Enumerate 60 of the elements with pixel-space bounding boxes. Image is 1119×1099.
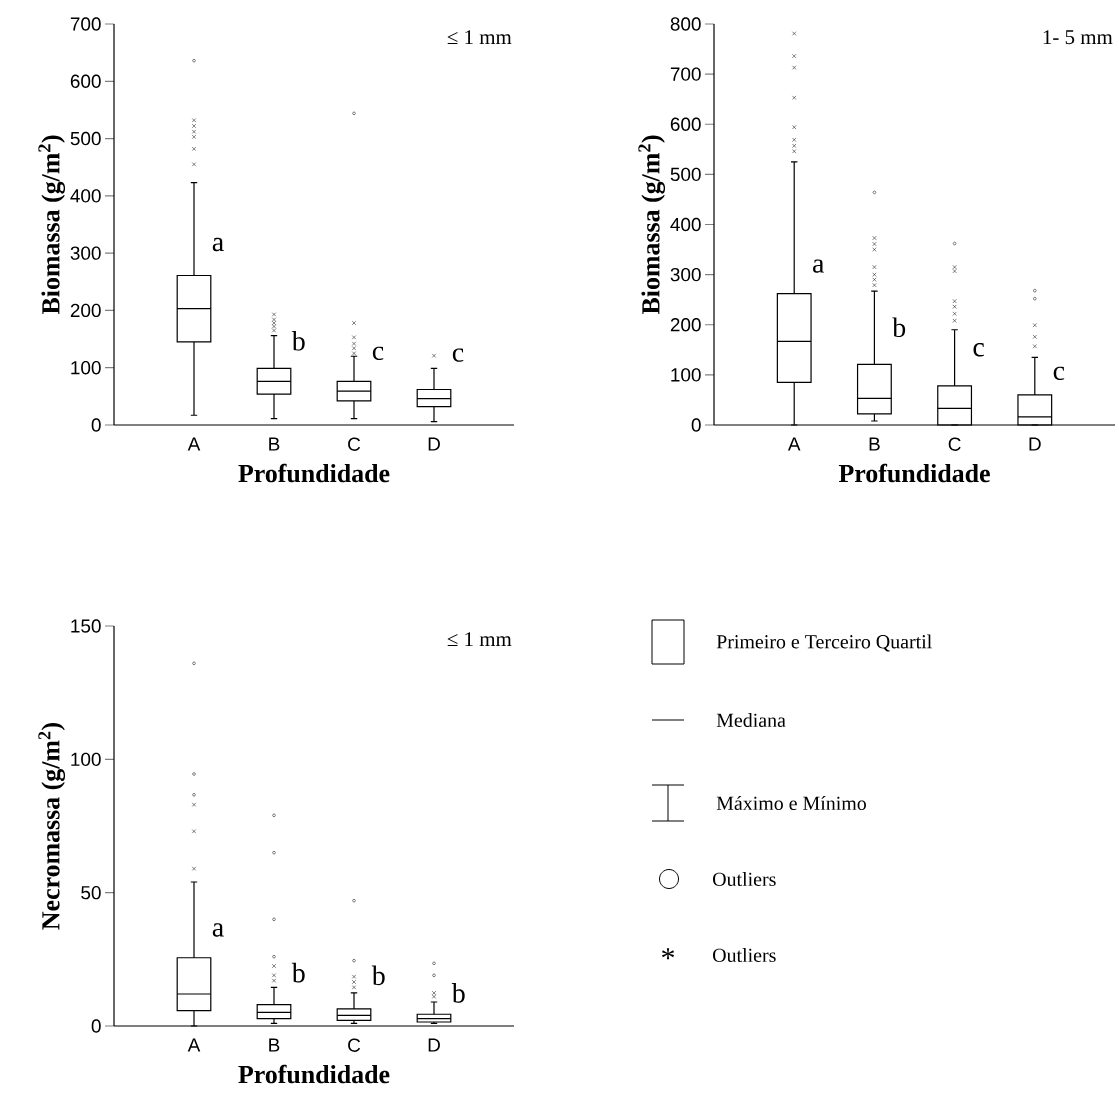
y-tick-label: 800 bbox=[670, 17, 701, 31]
chart-title: ≤ 1 mm bbox=[447, 30, 512, 45]
text: Outliers bbox=[713, 947, 776, 962]
text: Máximo e Mínimo bbox=[716, 795, 866, 811]
y-tick-label: 700 bbox=[70, 17, 101, 31]
annotation: a bbox=[813, 259, 825, 273]
x-tick-label: B bbox=[269, 1038, 280, 1052]
y-tick-label: 100 bbox=[71, 361, 101, 375]
x-axis-title: Profundidade bbox=[238, 463, 390, 483]
y-tick-label: 0 bbox=[691, 418, 701, 432]
x-tick-label: C bbox=[348, 1038, 361, 1052]
annotation: b bbox=[291, 962, 305, 983]
annotation: b bbox=[371, 965, 385, 986]
y-tick-label: 200 bbox=[70, 303, 101, 318]
y-tick-label: 150 bbox=[71, 619, 101, 633]
y-tick-label: 0 bbox=[91, 1019, 101, 1033]
x-tick-label: B bbox=[269, 437, 280, 451]
x-tick-label: A bbox=[187, 437, 201, 451]
x-tick-label: D bbox=[428, 1038, 440, 1052]
text: Outliers bbox=[713, 871, 776, 886]
y-tick-label: 600 bbox=[70, 74, 101, 88]
text: Biomassa (g/m$^{2}$) bbox=[38, 135, 66, 315]
y-tick-label: 300 bbox=[670, 267, 701, 282]
x-tick-label: D bbox=[1029, 437, 1041, 451]
x-axis-title: Profundidade bbox=[238, 1064, 390, 1084]
x-tick-label: A bbox=[787, 437, 801, 451]
x-tick-label: C bbox=[348, 437, 361, 451]
annotation: b bbox=[291, 330, 305, 351]
annotation: c bbox=[973, 343, 984, 357]
annotation: c bbox=[452, 348, 464, 362]
text: Biomassa (g/m$^{2}$) bbox=[638, 135, 666, 315]
annotation: b bbox=[892, 317, 906, 338]
x-tick-label: A bbox=[187, 1038, 201, 1052]
annotation: a bbox=[212, 923, 224, 937]
y-tick-label: 300 bbox=[70, 246, 101, 260]
x-tick-label: C bbox=[948, 437, 961, 451]
y-tick-label: 500 bbox=[70, 131, 101, 146]
x-tick-label: B bbox=[869, 437, 880, 451]
annotation: b bbox=[451, 983, 465, 1003]
y-tick-label: 100 bbox=[671, 368, 701, 382]
x-tick-label: D bbox=[428, 437, 440, 451]
y-tick-label: 400 bbox=[70, 189, 101, 203]
text: Mediana bbox=[716, 712, 786, 727]
y-tick-label: 100 bbox=[71, 752, 101, 767]
chart-title: ≤ 1 mm bbox=[447, 632, 512, 647]
y-tick-label: 600 bbox=[670, 117, 701, 131]
x-axis-title: Profundidade bbox=[838, 463, 990, 483]
annotation: c bbox=[372, 346, 384, 361]
annotation: c bbox=[1053, 366, 1065, 381]
y-tick-label: 0 bbox=[91, 418, 101, 432]
y-tick-label: 50 bbox=[81, 885, 101, 900]
y-tick-label: 400 bbox=[670, 217, 701, 232]
text: Primeiro e Terceiro Quartil bbox=[716, 634, 932, 652]
text: * bbox=[661, 948, 675, 960]
text: Necromassa (g/m$^{2}$) bbox=[38, 722, 66, 930]
y-tick-label: 700 bbox=[670, 67, 701, 81]
chart-title: 1- 5 mm bbox=[1043, 30, 1113, 45]
y-tick-label: 200 bbox=[670, 318, 701, 332]
annotation: a bbox=[212, 237, 224, 252]
y-tick-label: 500 bbox=[670, 167, 701, 182]
